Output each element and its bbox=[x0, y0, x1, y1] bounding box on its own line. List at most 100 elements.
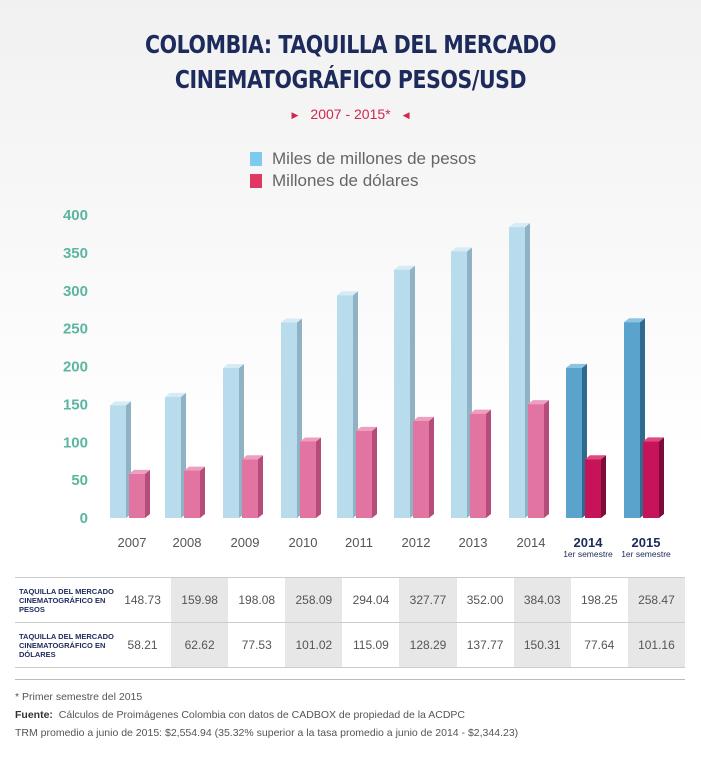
y-tick-label: 100 bbox=[63, 434, 88, 451]
bar-pesos bbox=[566, 367, 582, 518]
notes: * Primer semestre del 2015 Fuente: Cálcu… bbox=[15, 688, 518, 742]
bar-pesos-top bbox=[281, 318, 302, 323]
row-label-pesos: TAQUILLA DEL MERCADO CINEMATOGRÁFICO EN … bbox=[15, 577, 114, 623]
bar-pesos-top bbox=[451, 247, 472, 252]
bar-usd-side bbox=[429, 416, 434, 518]
bar-pesos-top bbox=[394, 265, 415, 270]
table-row-pesos: TAQUILLA DEL MERCADO CINEMATOGRÁFICO EN … bbox=[15, 577, 685, 623]
bar-pesos-top bbox=[165, 392, 186, 397]
legend-label-pesos: Miles de millones de pesos bbox=[272, 149, 477, 168]
bar-usd-side bbox=[316, 437, 321, 518]
table-cell: 62.62 bbox=[171, 622, 229, 668]
bar-usd-top bbox=[470, 409, 491, 414]
x-tick-label: 2014 bbox=[517, 535, 546, 550]
x-tick-label: 2013 bbox=[459, 535, 488, 550]
y-tick-label: 350 bbox=[63, 245, 88, 262]
x-tick-sublabel: 1er semestre bbox=[563, 549, 613, 559]
legend-swatch-pesos bbox=[250, 152, 262, 166]
table-cell: 198.25 bbox=[570, 577, 628, 623]
bar-usd-top bbox=[528, 400, 549, 405]
legend-item-pesos: Miles de millones de pesos bbox=[250, 148, 476, 170]
bar-usd bbox=[300, 441, 316, 518]
bar-usd-top bbox=[129, 469, 150, 474]
bar-usd bbox=[528, 404, 544, 518]
bar-usd-side bbox=[601, 455, 606, 518]
triangle-right-icon: ▶ bbox=[291, 109, 299, 120]
bar-pesos bbox=[337, 295, 353, 518]
table-cell: 115.09 bbox=[342, 622, 400, 668]
table-cell: 128.29 bbox=[399, 622, 457, 668]
x-tick-label: 2015 bbox=[632, 535, 661, 550]
table-cell: 352.00 bbox=[456, 577, 514, 623]
source-label: Fuente: bbox=[15, 709, 53, 721]
x-tick-sublabel: 1er semestre bbox=[621, 549, 671, 559]
x-tick-label: 2009 bbox=[231, 535, 260, 550]
bar-usd bbox=[356, 430, 372, 518]
bar-pesos-top bbox=[509, 223, 530, 228]
bar-usd-top bbox=[643, 437, 664, 442]
bar-usd-top bbox=[242, 455, 263, 460]
source-line: Fuente: Cálculos de Proimágenes Colombia… bbox=[15, 706, 518, 724]
bar-usd-top bbox=[356, 426, 377, 431]
bar-usd bbox=[470, 413, 486, 518]
table-cell: 258.09 bbox=[285, 577, 343, 623]
table-cell: 327.77 bbox=[399, 577, 457, 623]
bar-usd bbox=[643, 441, 659, 518]
table-cell: 150.31 bbox=[513, 622, 571, 668]
row-label-usd: TAQUILLA DEL MERCADO CINEMATOGRÁFICO EN … bbox=[15, 622, 114, 668]
bar-usd-top bbox=[585, 455, 606, 460]
bar-usd bbox=[129, 473, 145, 518]
bar-pesos-top bbox=[624, 318, 645, 323]
table-cell: 294.04 bbox=[342, 577, 400, 623]
table-row-usd: TAQUILLA DEL MERCADO CINEMATOGRÁFICO EN … bbox=[15, 622, 685, 668]
bar-pesos bbox=[165, 396, 181, 518]
bar-usd-side bbox=[544, 400, 549, 518]
y-tick-label: 400 bbox=[63, 207, 88, 224]
bar-pesos bbox=[223, 367, 239, 518]
legend-item-usd: Millones de dólares bbox=[250, 170, 476, 192]
data-table: TAQUILLA DEL MERCADO CINEMATOGRÁFICO EN … bbox=[15, 577, 685, 668]
table-cell: 77.53 bbox=[228, 622, 286, 668]
bar-usd bbox=[184, 470, 200, 518]
title-line-1: COLOMBIA: TAQUILLA DEL MERCADO bbox=[144, 30, 557, 59]
y-tick-label: 150 bbox=[63, 396, 88, 413]
bar-pesos bbox=[624, 322, 640, 518]
divider bbox=[15, 679, 685, 680]
trm-note: TRM promedio a junio de 2015: $2,554.94 … bbox=[15, 727, 519, 739]
bar-usd-side bbox=[486, 409, 491, 518]
bar-usd-top bbox=[184, 466, 205, 471]
bar-pesos-top bbox=[566, 363, 587, 368]
bar-chart: 0 50 100 150 200 250 300 350 400 2007 2008 2009 2010… bbox=[63, 207, 671, 559]
y-tick-label: 200 bbox=[63, 359, 88, 376]
subtitle: ▶ 2007 - 2015* ◀ bbox=[0, 106, 701, 122]
bar-pesos bbox=[394, 269, 410, 518]
x-tick-label: 2012 bbox=[402, 535, 431, 550]
legend: Miles de millones de pesos Millones de d… bbox=[250, 148, 476, 192]
bar-usd-side bbox=[200, 466, 205, 518]
table-cell: 58.21 bbox=[114, 622, 172, 668]
legend-swatch-usd bbox=[250, 174, 262, 188]
y-tick-label: 50 bbox=[71, 472, 88, 489]
bar-pesos-top bbox=[223, 363, 244, 368]
table-cell: 137.77 bbox=[456, 622, 514, 668]
source-text: Cálculos de Proimágenes Colombia con dat… bbox=[58, 709, 465, 721]
title-line-2: CINEMATOGRÁFICO PESOS/USD bbox=[174, 65, 527, 94]
bar-usd-side bbox=[258, 455, 263, 518]
x-tick-label: 2010 bbox=[289, 535, 318, 550]
y-tick-label: 300 bbox=[63, 283, 88, 300]
bar-usd-side bbox=[145, 469, 150, 518]
bar-pesos-top bbox=[337, 291, 358, 296]
bar-usd bbox=[413, 420, 429, 518]
x-tick-label: 2011 bbox=[345, 535, 373, 550]
y-tick-label: 250 bbox=[63, 321, 88, 338]
bar-usd-top bbox=[300, 437, 321, 442]
bar-usd bbox=[585, 459, 601, 518]
x-tick-label: 2007 bbox=[118, 535, 147, 550]
legend-label-usd: Millones de dólares bbox=[272, 171, 419, 190]
table-cell: 384.03 bbox=[513, 577, 571, 623]
bar-pesos bbox=[451, 251, 467, 519]
bar-usd bbox=[242, 459, 258, 518]
bar-pesos bbox=[509, 227, 525, 518]
bar-usd-top bbox=[413, 416, 434, 421]
table-cell: 101.02 bbox=[285, 622, 343, 668]
